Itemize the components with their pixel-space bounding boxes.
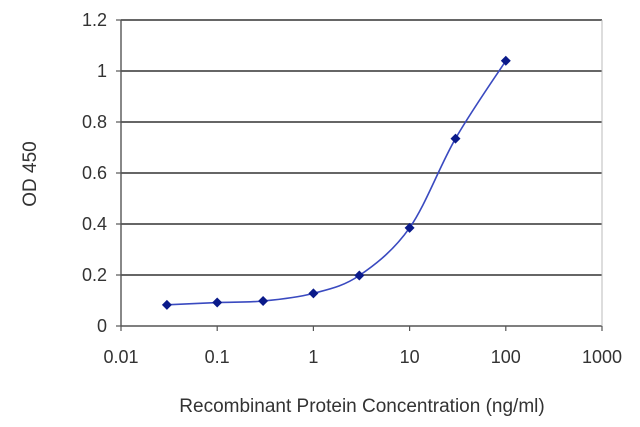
tick-labels: 0 0.2 0.4 0.6 0.8 1 1.2 0.01 0.1 1 10 100 1000 bbox=[82, 10, 622, 367]
series bbox=[161, 55, 511, 310]
x-tick-label-1: 0.1 bbox=[205, 347, 230, 367]
data-point-1 bbox=[212, 297, 223, 308]
x-tick-label-4: 100 bbox=[491, 347, 521, 367]
x-tick-label-2: 1 bbox=[308, 347, 318, 367]
y-tick-label-6: 1.2 bbox=[82, 10, 107, 30]
data-point-3 bbox=[308, 288, 319, 299]
x-tick-label-0: 0.01 bbox=[103, 347, 138, 367]
data-point-2 bbox=[258, 296, 269, 307]
y-tick-label-2: 0.4 bbox=[82, 214, 107, 234]
y-tick-label-4: 0.8 bbox=[82, 112, 107, 132]
y-tick-label-1: 0.2 bbox=[82, 265, 107, 285]
x-tick-label-3: 10 bbox=[400, 347, 420, 367]
data-point-6 bbox=[450, 133, 461, 144]
y-tick-label-3: 0.6 bbox=[82, 163, 107, 183]
series-line-0 bbox=[166, 60, 507, 306]
axes bbox=[116, 19, 603, 331]
y-tick-label-5: 1 bbox=[97, 61, 107, 81]
y-axis-label: OD 450 bbox=[20, 141, 41, 206]
data-point-0 bbox=[161, 299, 172, 310]
y-tick-label-0: 0 bbox=[97, 316, 107, 336]
grid-lines bbox=[121, 19, 602, 276]
data-point-4 bbox=[354, 270, 365, 281]
data-point-7 bbox=[500, 55, 511, 66]
x-tick-label-5: 1000 bbox=[582, 347, 622, 367]
data-point-5 bbox=[404, 222, 415, 233]
x-axis-label: Recombinant Protein Concentration (ng/ml… bbox=[179, 396, 544, 417]
